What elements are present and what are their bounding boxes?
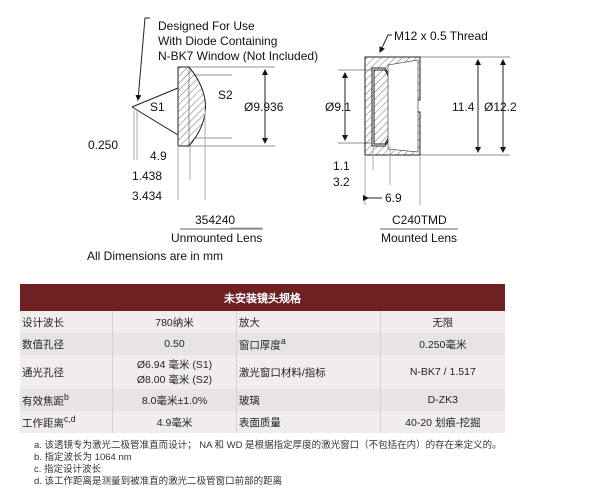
inner-diameter-label: Ø9.1	[325, 100, 351, 114]
mounted-caption: Mounted Lens	[381, 231, 457, 245]
footnote-d: d. 该工作距离是测量到被准直的激光二极管窗口前部的距离	[34, 476, 283, 487]
spec-label-text: 设计波长	[22, 316, 64, 329]
spec-label: 通光孔径	[20, 355, 113, 389]
spec-value: 40-20 划痕-挖掘	[379, 411, 505, 433]
spec-value-line: 780纳米	[155, 316, 194, 329]
spec-value-line: 4.9毫米	[156, 416, 193, 429]
footnotes: a. 该透镜专为激光二极管准直而设计； NA 和 WD 是根据指定厚度的激光窗口…	[34, 440, 502, 488]
spec-value: 0.50	[112, 333, 237, 355]
ct-dim: 1.438	[132, 169, 162, 183]
spec-value: 无限	[379, 311, 505, 333]
spec-value-line: 8.0毫米±1.0%	[141, 394, 208, 407]
spec-value: 8.0毫米±1.0%	[112, 389, 237, 411]
table-title: 未安装镜头规格	[20, 284, 505, 311]
spec-label-text: 放大	[238, 316, 260, 329]
spec-value-line: 0.50	[164, 338, 185, 350]
diameter-label: Ø9.936	[244, 100, 284, 114]
spec-label: 工作距离c,d	[20, 411, 113, 433]
spec-value-line: Ø6.94 毫米 (S1)	[136, 359, 213, 371]
spec-value: 4.9毫米	[112, 411, 237, 433]
footnote-c: c. 指定设计波长	[34, 464, 102, 475]
lens-drawing: Designed For Use With Diode Containing N…	[87, 17, 517, 263]
design-note-2: With Diode Containing	[158, 34, 277, 48]
units-note: All Dimensions are in mm	[87, 249, 223, 263]
spec-label: 玻璃	[235, 389, 381, 411]
table-row: 工作距离c,d 4.9毫米 表面质量 40-20 划痕-挖掘	[20, 411, 505, 433]
spec-value: D-ZK3	[379, 389, 505, 411]
spec-label: 放大	[235, 311, 381, 333]
window-dim: 0.250	[88, 138, 118, 152]
total-dim: 3.434	[132, 189, 162, 203]
spec-label-text: 通光孔径	[22, 366, 64, 379]
spec-label: 激光窗口材料/指标	[235, 355, 381, 389]
dim-3-2: 3.2	[333, 175, 350, 189]
spec-label: 窗口厚度a	[235, 333, 381, 355]
spec-label-text: 工作距离	[22, 417, 64, 430]
table-row: 数值孔径 0.50 窗口厚度a 0.250毫米	[20, 333, 505, 355]
spec-label: 有效焦距b	[20, 389, 113, 411]
outer-diameter-label: Ø12.2	[484, 100, 517, 114]
spec-label-text: 激光窗口材料/指标	[238, 366, 326, 379]
length-dim: 6.9	[385, 191, 402, 205]
footnote-ref: b	[64, 391, 69, 402]
table-row: 有效焦距b 8.0毫米±1.0% 玻璃 D-ZK3	[20, 389, 505, 411]
design-note-1: Designed For Use	[158, 19, 255, 33]
footnote-ref: c,d	[64, 413, 76, 424]
spec-label-text: 玻璃	[238, 394, 260, 407]
spec-table: 未安装镜头规格 设计波长 780纳米 放大 无限 数值孔径 0.50 窗口厚度a 0.250毫…	[20, 284, 505, 433]
table-row: 设计波长 780纳米 放大 无限	[20, 311, 505, 333]
mounted-lens-drawing: M12 x 0.5 Thread Ø9.1 11.4 Ø12.2 1.1 3.2…	[325, 29, 517, 245]
s1-label: S1	[150, 100, 165, 114]
spec-label-text: 有效焦距	[22, 395, 64, 408]
unmounted-lens-drawing: Designed For Use With Diode Containing N…	[87, 17, 318, 263]
spec-value: 780纳米	[112, 311, 237, 333]
spec-value: N-BK7 / 1.517	[379, 355, 505, 389]
design-note-3: N-BK7 Window (Not Included)	[158, 49, 318, 63]
height-label: 11.4	[452, 100, 475, 114]
footnote-b: b. 指定波长为 1064 nm	[34, 452, 132, 463]
footnote-a: a. 该透镜专为激光二极管准直而设计； NA 和 WD 是根据指定厚度的激光窗口…	[34, 440, 502, 451]
spec-label: 设计波长	[20, 311, 113, 333]
spec-value-line: Ø8.00 毫米 (S2)	[136, 374, 213, 386]
footnote-ref: a	[280, 335, 286, 346]
spec-label-text: 数值孔径	[22, 338, 64, 351]
unmounted-caption: Unmounted Lens	[171, 231, 262, 245]
spec-label: 数值孔径	[20, 333, 113, 355]
spec-value: 0.250毫米	[379, 333, 505, 355]
spec-value: Ø6.94 毫米 (S1) Ø8.00 毫米 (S2)	[112, 355, 237, 389]
spec-label-text: 窗口厚度	[238, 339, 281, 352]
s2-label: S2	[218, 88, 233, 102]
wd-dim: 4.9	[150, 149, 167, 163]
thread-label: M12 x 0.5 Thread	[394, 29, 488, 43]
table-row: 通光孔径 Ø6.94 毫米 (S1) Ø8.00 毫米 (S2) 激光窗口材料/指标 N…	[20, 355, 505, 389]
spec-label: 表面质量	[235, 411, 381, 433]
unmounted-part: 354240	[195, 213, 235, 227]
dim-1-1: 1.1	[333, 159, 350, 173]
mounted-part: C240TMD	[392, 213, 447, 227]
spec-label-text: 表面质量	[238, 416, 281, 429]
